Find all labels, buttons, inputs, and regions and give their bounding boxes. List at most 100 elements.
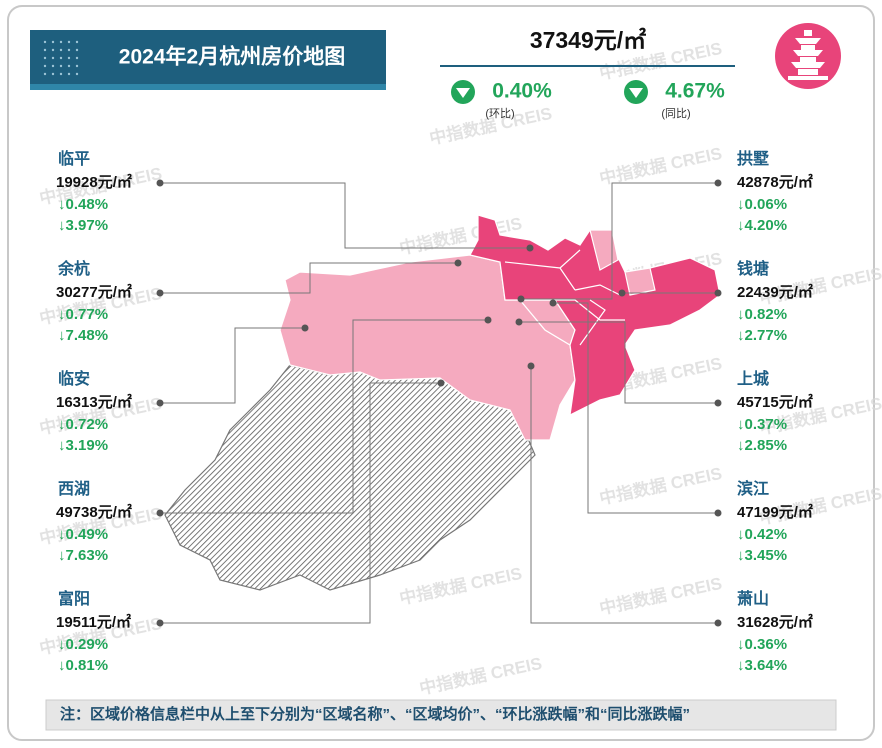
district-mom: ↓0.42% (737, 526, 787, 543)
dot-grid (43, 40, 79, 76)
dot (43, 40, 47, 44)
note: 注：区域价格信息栏中从上至下分别为“区域名称”、“区域均价”、“环比涨跌幅”和“… (60, 705, 690, 723)
dot (67, 72, 71, 76)
district-price: 47199元/㎡ (737, 503, 813, 521)
title-banner (30, 30, 386, 90)
map-dot (618, 289, 626, 297)
dot (75, 64, 79, 68)
map-dot (517, 295, 525, 303)
district-name: 拱墅 (737, 149, 769, 168)
district-mom: ↓0.48% (58, 196, 108, 213)
leader-line (160, 382, 441, 624)
district-yoy: ↓7.63% (58, 547, 108, 564)
map-dot (515, 318, 523, 326)
leader-line (160, 182, 530, 249)
district-name: 西湖 (58, 480, 90, 498)
leader-line (160, 319, 488, 514)
dot (59, 64, 63, 68)
district-mom: ↓0.77% (58, 306, 108, 323)
district-price: 30277元/㎡ (56, 283, 132, 301)
leader-dot (156, 179, 164, 187)
district-price: 22439元/㎡ (737, 283, 813, 301)
dot (75, 40, 79, 44)
dot (51, 48, 55, 52)
district-price: 19928元/㎡ (56, 173, 132, 191)
dot (59, 56, 63, 60)
dot (67, 56, 71, 60)
district-name: 上城 (737, 370, 769, 388)
pagoda-icon (775, 23, 841, 89)
map-dot (484, 316, 492, 324)
leader-line (160, 262, 458, 294)
district-blocks: 临平 19928元/㎡ ↓0.48% ↓3.97% 余杭 30277元/㎡ ↓0.77% ↓7… (56, 149, 813, 674)
district-yoy: ↓3.64% (737, 657, 787, 674)
dot (43, 56, 47, 60)
district-mom: ↓0.49% (58, 526, 108, 543)
district-mom: ↓0.06% (737, 196, 787, 213)
dot (59, 48, 63, 52)
district-name: 临平 (58, 149, 90, 168)
dot (51, 40, 55, 44)
district-name: 滨江 (737, 479, 769, 498)
district-yoy: ↓3.97% (58, 217, 108, 234)
dot (43, 64, 47, 68)
district-yoy: ↓7.48% (58, 327, 108, 344)
leader-dot (714, 289, 722, 297)
leader-dot (714, 399, 722, 407)
map-dot (527, 362, 535, 370)
district-name: 临安 (58, 369, 90, 388)
leader-line (553, 302, 718, 514)
map-dot (526, 244, 534, 252)
district-name: 萧山 (737, 589, 769, 608)
leader-dot (714, 619, 722, 627)
city-price: 37349元/㎡ (530, 27, 646, 53)
district-yoy: ↓0.81% (58, 657, 108, 674)
leader-dot (714, 179, 722, 187)
dot (43, 72, 47, 76)
district-name: 余杭 (57, 259, 90, 278)
leader-dot (156, 289, 164, 297)
district-yoy: ↓2.77% (737, 327, 787, 344)
district-yoy: ↓3.19% (58, 437, 108, 454)
district-yoy: ↓2.85% (737, 437, 787, 454)
district-price: 16313元/㎡ (56, 393, 132, 411)
district-mom: ↓0.29% (58, 636, 108, 653)
title: 2024年2月杭州房价地图 (119, 45, 345, 69)
dot (51, 64, 55, 68)
dot (75, 56, 79, 60)
district-name: 钱塘 (737, 259, 769, 278)
banner-stripe (30, 84, 386, 90)
map-dot (454, 259, 462, 267)
district-price: 19511元/㎡ (56, 613, 131, 631)
dot (51, 56, 55, 60)
dot (51, 72, 55, 76)
district-price: 45715元/㎡ (737, 393, 813, 411)
leader-line (519, 321, 718, 404)
district-mom: ↓0.36% (737, 636, 787, 653)
dot (43, 48, 47, 52)
district-yoy: ↓4.20% (737, 217, 787, 234)
yoy-value: 4.67% (665, 80, 725, 103)
district-price: 31628元/㎡ (737, 613, 813, 631)
leader-dot (714, 509, 722, 517)
dot (67, 40, 71, 44)
down-arrow (456, 88, 470, 98)
dot (59, 40, 63, 44)
leader-line (530, 366, 718, 624)
leader-dot (156, 399, 164, 407)
map (164, 214, 721, 591)
mom-value: 0.40% (492, 80, 552, 103)
district-mom: ↓0.82% (737, 306, 787, 323)
map-dot (437, 379, 445, 387)
map-dot (301, 324, 309, 332)
district-mom: ↓0.72% (58, 416, 108, 433)
yoy-label: (同比) (661, 107, 690, 120)
dot (67, 64, 71, 68)
note-box (45, 699, 837, 731)
dot (67, 48, 71, 52)
district-yoy: ↓3.45% (737, 547, 787, 564)
dot (75, 72, 79, 76)
leaders (156, 179, 722, 627)
